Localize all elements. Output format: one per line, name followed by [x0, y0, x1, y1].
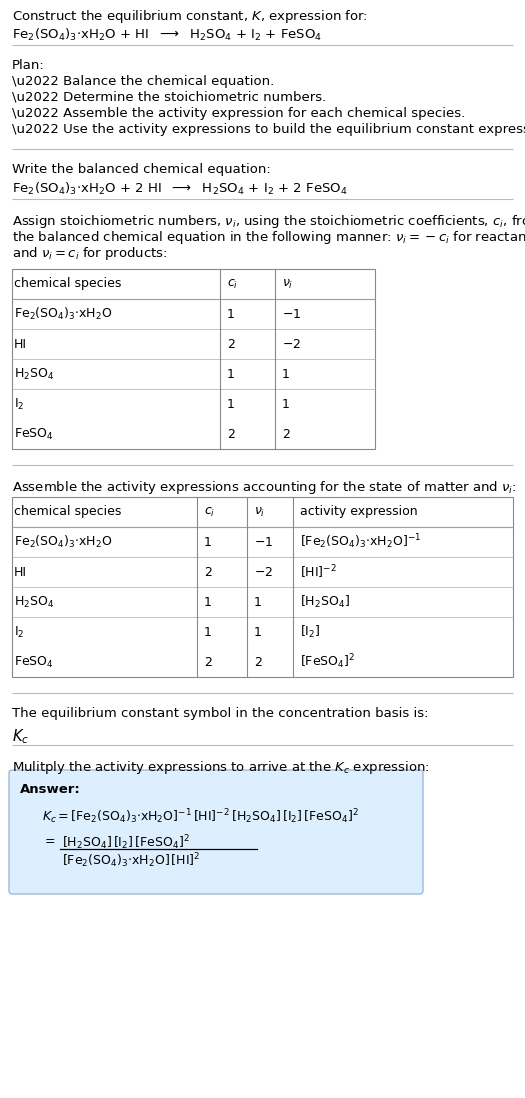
Text: chemical species: chemical species	[14, 278, 121, 291]
Text: 2: 2	[227, 337, 235, 350]
Text: chemical species: chemical species	[14, 505, 121, 518]
Text: 1: 1	[254, 595, 262, 608]
Text: $\mathrm{FeSO_4}$: $\mathrm{FeSO_4}$	[14, 426, 54, 441]
Text: $-2$: $-2$	[254, 565, 273, 579]
Text: $\nu_i$: $\nu_i$	[282, 278, 293, 291]
Text: $\mathrm{Fe_2(SO_4)_3{\cdot}xH_2O}$: $\mathrm{Fe_2(SO_4)_3{\cdot}xH_2O}$	[14, 306, 112, 322]
Text: 1: 1	[227, 368, 235, 381]
Text: $c_i$: $c_i$	[204, 505, 215, 518]
Text: and $\nu_i = c_i$ for products:: and $\nu_i = c_i$ for products:	[12, 245, 167, 262]
Text: HI: HI	[14, 565, 27, 579]
Text: $[\mathrm{H_2SO_4}]$: $[\mathrm{H_2SO_4}]$	[300, 594, 350, 610]
Text: 1: 1	[204, 626, 212, 639]
Text: \u2022 Use the activity expressions to build the equilibrium constant expression: \u2022 Use the activity expressions to b…	[12, 123, 525, 136]
Text: 1: 1	[204, 536, 212, 549]
Text: $-2$: $-2$	[282, 337, 301, 350]
Text: Construct the equilibrium constant, $K$, expression for:: Construct the equilibrium constant, $K$,…	[12, 8, 368, 25]
Text: 1: 1	[227, 397, 235, 411]
Text: $\nu_i$: $\nu_i$	[254, 505, 265, 518]
Text: $[\mathrm{Fe_2(SO_4)_3{\cdot}xH_2O}]\,[\mathrm{HI}]^2$: $[\mathrm{Fe_2(SO_4)_3{\cdot}xH_2O}]\,[\…	[62, 851, 201, 870]
Text: 1: 1	[227, 307, 235, 321]
Text: Plan:: Plan:	[12, 59, 45, 72]
Text: 1: 1	[204, 595, 212, 608]
Text: 1: 1	[254, 626, 262, 639]
Text: Assign stoichiometric numbers, $\nu_i$, using the stoichiometric coefficients, $: Assign stoichiometric numbers, $\nu_i$, …	[12, 213, 525, 229]
Text: 2: 2	[204, 565, 212, 579]
Text: 2: 2	[254, 656, 262, 669]
Text: 2: 2	[227, 427, 235, 440]
Text: HI: HI	[14, 337, 27, 350]
Text: $[\mathrm{H_2SO_4}]\,[\mathrm{I_2}]\,[\mathrm{FeSO_4}]^2$: $[\mathrm{H_2SO_4}]\,[\mathrm{I_2}]\,[\m…	[62, 833, 190, 852]
Text: \u2022 Determine the stoichiometric numbers.: \u2022 Determine the stoichiometric numb…	[12, 91, 326, 104]
Text: \u2022 Balance the chemical equation.: \u2022 Balance the chemical equation.	[12, 75, 274, 88]
Text: $\mathrm{Fe_2(SO_4)_3{\cdot}xH_2O}$ + 2 HI  $\longrightarrow$  $\mathrm{H_2SO_4}: $\mathrm{Fe_2(SO_4)_3{\cdot}xH_2O}$ + 2 …	[12, 181, 348, 198]
Text: $-1$: $-1$	[282, 307, 301, 321]
Text: $[\mathrm{HI}]^{-2}$: $[\mathrm{HI}]^{-2}$	[300, 563, 337, 581]
Text: activity expression: activity expression	[300, 505, 417, 518]
Text: Assemble the activity expressions accounting for the state of matter and $\nu_i$: Assemble the activity expressions accoun…	[12, 479, 517, 496]
Text: \u2022 Assemble the activity expression for each chemical species.: \u2022 Assemble the activity expression …	[12, 107, 465, 120]
Text: Answer:: Answer:	[20, 783, 81, 796]
Text: $[\mathrm{I_2}]$: $[\mathrm{I_2}]$	[300, 624, 320, 640]
Text: $\mathrm{H_2SO_4}$: $\mathrm{H_2SO_4}$	[14, 367, 54, 381]
Text: 2: 2	[282, 427, 290, 440]
FancyBboxPatch shape	[9, 770, 423, 894]
Text: The equilibrium constant symbol in the concentration basis is:: The equilibrium constant symbol in the c…	[12, 707, 428, 720]
Text: $\mathrm{I_2}$: $\mathrm{I_2}$	[14, 625, 25, 639]
Text: $K_c = [\mathrm{Fe_2(SO_4)_3{\cdot}xH_2O}]^{-1}\,[\mathrm{HI}]^{-2}\,[\mathrm{H_: $K_c = [\mathrm{Fe_2(SO_4)_3{\cdot}xH_2O…	[42, 807, 359, 826]
Text: Mulitply the activity expressions to arrive at the $K_c$ expression:: Mulitply the activity expressions to arr…	[12, 759, 430, 776]
Text: $c_i$: $c_i$	[227, 278, 238, 291]
Bar	[12, 497, 513, 677]
Text: $\mathrm{H_2SO_4}$: $\mathrm{H_2SO_4}$	[14, 594, 54, 609]
Bar	[12, 269, 375, 449]
Text: $\mathrm{I_2}$: $\mathrm{I_2}$	[14, 396, 25, 412]
Text: $[\mathrm{FeSO_4}]^2$: $[\mathrm{FeSO_4}]^2$	[300, 652, 355, 671]
Text: $K_c$: $K_c$	[12, 727, 29, 746]
Text: $[\mathrm{Fe_2(SO_4)_3{\cdot}xH_2O}]^{-1}$: $[\mathrm{Fe_2(SO_4)_3{\cdot}xH_2O}]^{-1…	[300, 533, 421, 551]
Text: Write the balanced chemical equation:: Write the balanced chemical equation:	[12, 163, 271, 176]
Text: $=$: $=$	[42, 833, 56, 845]
Text: 1: 1	[282, 397, 290, 411]
Text: $-1$: $-1$	[254, 536, 273, 549]
Text: $\mathrm{Fe_2(SO_4)_3{\cdot}xH_2O}$: $\mathrm{Fe_2(SO_4)_3{\cdot}xH_2O}$	[14, 534, 112, 550]
Text: $\mathrm{Fe_2(SO_4)_3{\cdot}xH_2O}$ + HI  $\longrightarrow$  $\mathrm{H_2SO_4}$ : $\mathrm{Fe_2(SO_4)_3{\cdot}xH_2O}$ + HI…	[12, 27, 322, 43]
Text: 1: 1	[282, 368, 290, 381]
Text: 2: 2	[204, 656, 212, 669]
Text: $\mathrm{FeSO_4}$: $\mathrm{FeSO_4}$	[14, 654, 54, 670]
Text: the balanced chemical equation in the following manner: $\nu_i = -c_i$ for react: the balanced chemical equation in the fo…	[12, 229, 525, 246]
